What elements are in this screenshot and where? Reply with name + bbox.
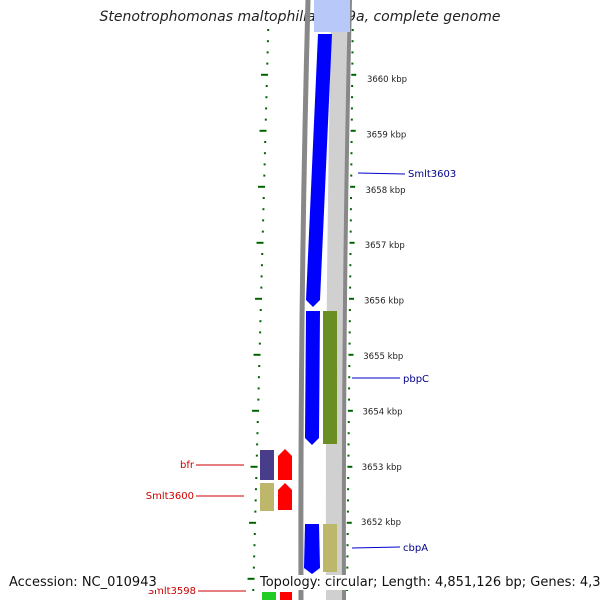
- scale-label: 3656 kbp: [364, 297, 404, 307]
- label-smlt3603: Smlt3603: [408, 169, 456, 180]
- top-gene-cap: [314, 0, 350, 32]
- scale-label: 3655 kbp: [363, 352, 403, 362]
- scale-label: 3657 kbp: [365, 241, 405, 251]
- scale-label: 3658 kbp: [365, 186, 405, 196]
- label-pbpc: pbpC: [403, 374, 429, 385]
- scale-label: 3653 kbp: [362, 463, 402, 473]
- gene-pbpc: [305, 311, 320, 445]
- gene-blue-lower: [304, 524, 320, 574]
- topology-summary: Topology: circular; Length: 4,851,126 bp…: [260, 575, 600, 590]
- gene-smlt3600: [260, 483, 274, 511]
- gene-bfr: [260, 450, 274, 480]
- label-smlt3598: Smlt3598: [148, 586, 196, 597]
- backbone-outer: [298, 0, 311, 600]
- scale-label: 3652 kbp: [361, 518, 401, 528]
- accession-text: Accession: NC_010943: [9, 575, 157, 590]
- label-line-cbpa: [351, 546, 401, 549]
- gc-content-ticks-left: [247, 29, 270, 591]
- gene-smlt3598-red: [280, 592, 292, 600]
- scale-labels: 3660 kbp 3659 kbp 3658 kbp 3657 kbp 3656 kbp…: [361, 75, 407, 528]
- label-smlt3600: Smlt3600: [146, 491, 194, 502]
- label-cbpa: cbpA: [403, 543, 428, 554]
- forward-strand-track: [325, 29, 349, 600]
- gene-cbpa: [323, 524, 337, 572]
- gene-smlt3603: [306, 34, 332, 307]
- scale-label: 3654 kbp: [363, 407, 403, 417]
- gc-content-ticks-right: [346, 29, 357, 591]
- label-line-smlt3603: [357, 172, 406, 175]
- gene-red-2: [278, 483, 292, 510]
- scale-label: 3659 kbp: [366, 130, 406, 140]
- scale-label: 3660 kbp: [367, 75, 407, 85]
- map-title: Stenotrophomonas maltophilia K279a, comp…: [99, 9, 501, 25]
- gene-green: [323, 311, 337, 444]
- gene-red-1: [278, 449, 292, 480]
- backbone-inner: [341, 0, 352, 600]
- gene-smlt3598-green: [262, 592, 276, 600]
- label-bfr: bfr: [180, 460, 195, 471]
